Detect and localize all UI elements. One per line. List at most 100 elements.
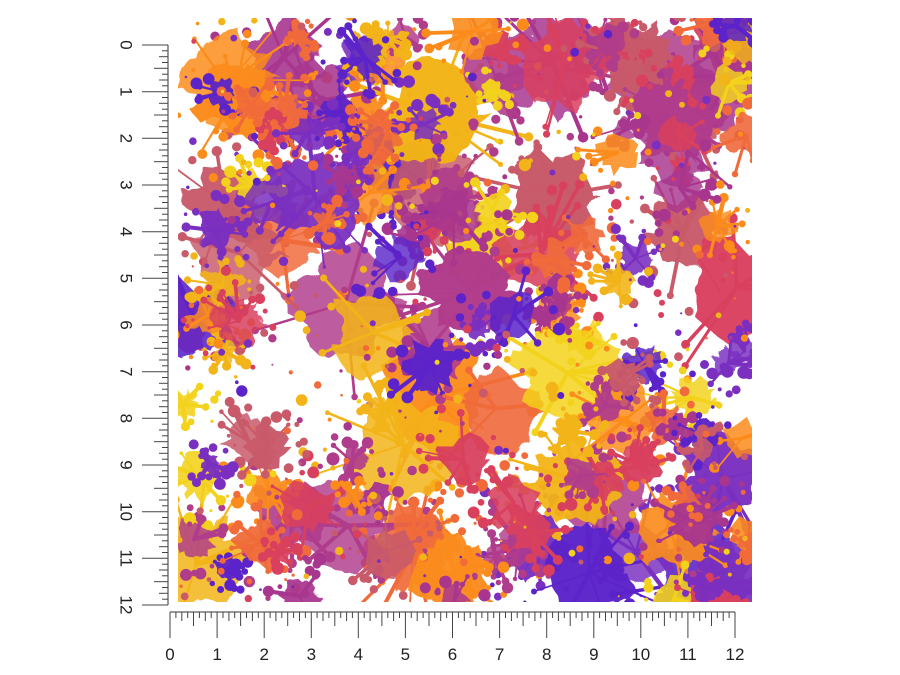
paint-droplet xyxy=(454,488,465,498)
paint-streak xyxy=(308,506,338,527)
paint-droplet xyxy=(247,279,252,284)
paint-droplet xyxy=(628,405,634,411)
paint-speck xyxy=(679,101,685,108)
paint-droplet xyxy=(194,567,207,580)
paint-droplet xyxy=(526,211,539,224)
paint-streak xyxy=(184,313,210,331)
paint-droplet xyxy=(331,530,338,537)
paint-droplet xyxy=(392,486,404,498)
paint-streak xyxy=(424,29,475,35)
paint-droplet xyxy=(335,154,339,158)
paint-speck xyxy=(412,298,419,305)
vertical-ruler-label: 7 xyxy=(117,367,136,376)
paint-droplet xyxy=(365,89,376,100)
paint-droplet xyxy=(572,358,576,362)
paint-droplet xyxy=(479,0,490,8)
paint-droplet xyxy=(307,210,313,216)
paint-droplet xyxy=(270,411,283,423)
paint-droplet xyxy=(313,552,327,566)
paint-streak xyxy=(710,598,714,602)
paint-streak xyxy=(735,286,752,292)
paint-streak xyxy=(624,88,673,114)
paint-streak xyxy=(371,310,430,335)
paint-speck xyxy=(483,362,491,370)
paint-droplet xyxy=(721,365,734,378)
paint-droplet xyxy=(149,314,154,319)
paint-speck xyxy=(702,95,711,105)
paint-droplet xyxy=(537,430,545,438)
paint-droplet xyxy=(417,235,424,241)
paint-speck xyxy=(466,95,469,98)
paint-speck xyxy=(579,173,588,182)
paint-droplet xyxy=(394,413,401,420)
paint-droplet xyxy=(344,22,353,31)
paint-droplet xyxy=(641,228,647,234)
paint-droplet xyxy=(585,50,594,59)
paint-droplet xyxy=(672,55,684,67)
paint-droplet xyxy=(688,411,697,420)
paint-speck xyxy=(528,158,533,164)
paint-droplet xyxy=(601,255,611,264)
paint-speck xyxy=(602,558,605,562)
paint-speck xyxy=(373,511,383,521)
paint-droplet xyxy=(202,73,215,85)
paint-speck xyxy=(191,38,197,44)
paint-droplet xyxy=(437,104,448,115)
paint-droplet xyxy=(465,574,470,579)
paint-speck xyxy=(406,184,412,190)
paint-droplet xyxy=(373,287,386,299)
paint-droplet xyxy=(348,575,358,586)
paint-droplet xyxy=(467,506,480,519)
paint-droplet xyxy=(407,106,413,113)
paint-droplet xyxy=(742,97,752,110)
paint-speck xyxy=(570,47,580,57)
paint-droplet xyxy=(201,403,210,411)
paint-droplet xyxy=(732,636,740,644)
paint-droplet xyxy=(410,212,421,223)
paint-droplet xyxy=(730,0,737,4)
paint-droplet xyxy=(518,2,526,10)
paint-droplet xyxy=(474,340,487,353)
paint-droplet xyxy=(504,12,510,18)
paint-droplet xyxy=(398,591,408,600)
paint-droplet xyxy=(431,631,438,638)
paint-droplet xyxy=(712,18,723,24)
paint-droplet xyxy=(155,226,164,235)
paint-speck xyxy=(578,559,584,565)
horizontal-ruler-label: 8 xyxy=(542,645,551,664)
paint-droplet xyxy=(781,132,792,143)
paint-streak xyxy=(415,363,432,390)
horizontal-ruler-label: 6 xyxy=(448,645,457,664)
paint-droplet xyxy=(436,496,445,505)
paint-droplet xyxy=(673,18,683,22)
paint-droplet xyxy=(644,597,649,602)
paint-droplet xyxy=(430,133,442,145)
paint-droplet xyxy=(221,361,232,371)
paint-droplet xyxy=(260,328,269,337)
paint-droplet xyxy=(643,48,653,58)
paint-streak xyxy=(750,534,752,539)
paint-streak xyxy=(495,251,544,260)
paint-streak xyxy=(747,42,752,48)
paint-droplet xyxy=(335,186,347,197)
paint-droplet xyxy=(469,484,479,494)
paint-streak xyxy=(490,44,499,65)
paint-streak xyxy=(412,533,443,538)
paint-speck xyxy=(178,537,183,544)
paint-droplet xyxy=(386,390,395,399)
paint-speck xyxy=(515,57,523,64)
paint-droplet xyxy=(327,98,339,111)
paint-droplet xyxy=(213,471,222,479)
paint-droplet xyxy=(345,104,357,116)
paint-droplet xyxy=(337,122,346,132)
paint-droplet xyxy=(272,625,278,631)
paint-droplet xyxy=(231,495,245,509)
paint-speck xyxy=(745,207,751,213)
paint-droplet xyxy=(745,239,750,245)
paint-droplet xyxy=(575,435,587,447)
paint-streak xyxy=(242,201,273,213)
paint-streak xyxy=(582,235,608,261)
paint-droplet xyxy=(217,420,226,429)
paint-droplet xyxy=(552,554,563,565)
paint-streak xyxy=(745,133,752,162)
